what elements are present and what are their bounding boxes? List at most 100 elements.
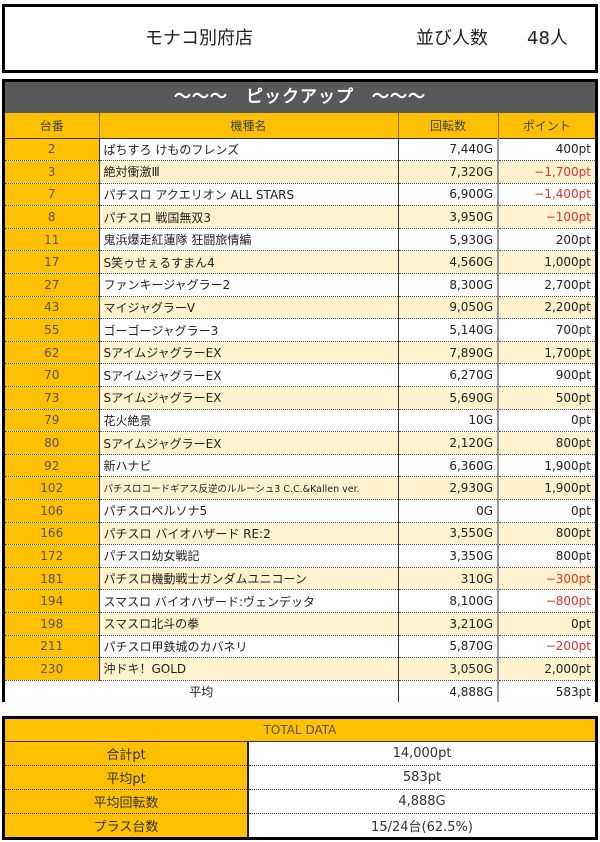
machine-number-cell: 80	[5, 431, 100, 455]
machine-name-cell: ファンキージャグラー2	[99, 273, 399, 297]
table-row: 73 SアイムジャグラーEX 5,690G 500pt	[5, 386, 595, 410]
table-header-row: 台番 機種名 回転数 ポイント	[5, 113, 595, 139]
machine-number-cell: 166	[5, 522, 100, 546]
points-cell: −800pt	[498, 589, 595, 613]
table-row: 55 ゴーゴージャグラー3 5,140G 700pt	[5, 318, 595, 342]
table-row: 198 スマスロ北斗の拳 3,210G 0pt	[5, 612, 595, 636]
games-cell: 6,900G	[398, 183, 499, 207]
points-cell: 1,000pt	[498, 250, 595, 275]
machine-name-cell: パチスロ甲鉄城のカバネリ	[99, 635, 399, 659]
machine-number-cell: 106	[5, 499, 100, 523]
machine-number-cell: 2	[5, 138, 100, 162]
machine-name-cell: SアイムジャグラーEX	[99, 363, 399, 388]
machine-number-cell: 43	[5, 296, 100, 320]
games-cell: 7,890G	[398, 341, 499, 365]
machine-name-cell: SアイムジャグラーEX	[99, 386, 399, 410]
table-row: 3 絶対衝激Ⅲ 7,320G −1,700pt	[5, 160, 595, 184]
total-label: プラス台数	[5, 813, 249, 837]
machine-name-cell: マイジャグラーV	[99, 296, 399, 320]
machine-number-cell: 73	[5, 386, 100, 410]
total-data-section: TOTAL DATA 合計pt 14,000pt 平均pt 583pt 平均回転…	[2, 716, 598, 840]
games-cell: 4,560G	[398, 250, 499, 275]
pickup-section: ～～～ ピックアップ ～～～ 台番 機種名 回転数 ポイント 2 ぱちすろ けもの…	[2, 79, 598, 703]
machine-name-cell: パチスロペルソナ5	[99, 499, 399, 523]
column-header-games: 回転数	[397, 113, 498, 139]
points-cell: 1,900pt	[498, 476, 595, 500]
machine-number-cell: 198	[5, 612, 100, 636]
table-row: 102 パチスロコードギアス反逆のルルーシュ3 C.C.&Kallen ver. 2…	[5, 476, 595, 500]
total-row-plus-machines: プラス台数 15/24台(62.5%)	[5, 813, 595, 837]
table-row: 7 パチスロ アクエリオン ALL STARS 6,900G −1,400pt	[5, 183, 595, 207]
machine-number-cell: 55	[5, 318, 100, 342]
machine-name-cell: 鬼浜爆走紅蓮隊 狂闘旅情編	[99, 228, 399, 252]
games-cell: 3,950G	[398, 205, 499, 229]
points-cell: 1,700pt	[498, 341, 595, 365]
points-cell: 1,900pt	[498, 454, 595, 478]
machine-number-cell: 7	[5, 183, 100, 207]
games-cell: 2,120G	[398, 431, 499, 455]
machine-name-cell: 沖ドキ！GOLD	[99, 657, 399, 681]
games-cell: 5,870G	[398, 635, 499, 659]
games-cell: 7,440G	[398, 138, 499, 162]
total-value: 14,000pt	[248, 742, 595, 767]
points-cell: −1,400pt	[498, 183, 595, 207]
machine-name-cell: SアイムジャグラーEX	[99, 431, 399, 455]
machine-number-cell: 102	[5, 476, 100, 500]
machine-name-cell: パチスロコードギアス反逆のルルーシュ3 C.C.&Kallen ver.	[99, 476, 399, 500]
games-cell: 10G	[398, 409, 499, 433]
machine-number-cell: 62	[5, 341, 100, 365]
pickup-table: 台番 機種名 回転数 ポイント 2 ぱちすろ けものフレンズ 7,440G 400pt…	[5, 113, 595, 703]
pickup-table-body: 2 ぱちすろ けものフレンズ 7,440G 400pt 3 絶対衝激Ⅲ 7,320G −1,7…	[5, 138, 595, 681]
games-cell: 3,350G	[398, 544, 499, 568]
machine-number-cell: 172	[5, 544, 100, 568]
games-cell: 5,930G	[398, 228, 499, 252]
table-row: 211 パチスロ甲鉄城のカバネリ 5,870G −200pt	[5, 635, 595, 659]
total-value: 15/24台(62.5%)	[248, 813, 595, 837]
machine-name-cell: 絶対衝激Ⅲ	[99, 160, 399, 184]
machine-number-cell: 92	[5, 454, 100, 478]
points-cell: −100pt	[498, 205, 595, 229]
store-header: モナコ別府店 並び人数 48人	[2, 4, 598, 73]
queue-value: 48人	[527, 28, 568, 49]
games-cell: 3,050G	[398, 657, 499, 681]
total-row-average-points: 平均pt 583pt	[5, 765, 595, 790]
table-row: 62 SアイムジャグラーEX 7,890G 1,700pt	[5, 341, 595, 365]
points-cell: 2,700pt	[498, 273, 595, 297]
total-data-table: 合計pt 14,000pt 平均pt 583pt 平均回転数 4,888G プラ…	[5, 742, 595, 837]
table-row: 166 パチスロ バイオハザード RE:2 3,550G 800pt	[5, 522, 595, 546]
points-cell: 0pt	[498, 612, 595, 636]
games-cell: 310G	[398, 567, 499, 591]
games-cell: 9,050G	[398, 296, 499, 320]
points-cell: 800pt	[498, 544, 595, 568]
machine-number-cell: 181	[5, 567, 100, 591]
table-row: 92 新ハナビ 6,360G 1,900pt	[5, 454, 595, 478]
machine-number-cell: 17	[5, 250, 100, 275]
machine-name-cell: パチスロ機動戦士ガンダムユニコーン	[99, 567, 399, 591]
machine-number-cell: 8	[5, 205, 100, 229]
points-cell: 0pt	[498, 409, 595, 433]
games-cell: 2,930G	[398, 476, 499, 500]
total-label: 平均pt	[5, 765, 249, 790]
total-value: 4,888G	[248, 789, 595, 814]
queue-label: 並び人数	[416, 28, 488, 49]
column-header-points: ポイント	[497, 113, 595, 139]
points-cell: 200pt	[498, 228, 595, 252]
games-cell: 6,360G	[398, 454, 499, 478]
games-cell: 5,140G	[398, 318, 499, 342]
machine-name-cell: 花火絶景	[99, 409, 399, 433]
table-row: 194 スマスロ バイオハザード:ヴェンデッタ 8,100G −800pt	[5, 589, 595, 613]
total-label: 合計pt	[5, 742, 249, 767]
table-row: 172 パチスロ幼女戦記 3,350G 800pt	[5, 544, 595, 568]
machine-name-cell: ゴーゴージャグラー3	[99, 318, 399, 342]
machine-name-cell: ぱちすろ けものフレンズ	[99, 138, 399, 162]
total-row-sum-points: 合計pt 14,000pt	[5, 742, 595, 767]
points-cell: 500pt	[498, 386, 595, 410]
machine-name-cell: パチスロ バイオハザード RE:2	[99, 522, 399, 546]
machine-name-cell: スマスロ北斗の拳	[99, 612, 399, 636]
machine-name-cell: SアイムジャグラーEX	[99, 341, 399, 365]
table-row: 2 ぱちすろ けものフレンズ 7,440G 400pt	[5, 138, 595, 162]
table-row: 106 パチスロペルソナ5 0G 0pt	[5, 499, 595, 523]
games-cell: 7,320G	[398, 160, 499, 184]
table-row: 70 SアイムジャグラーEX 6,270G 900pt	[5, 363, 595, 388]
games-cell: 5,690G	[398, 386, 499, 410]
